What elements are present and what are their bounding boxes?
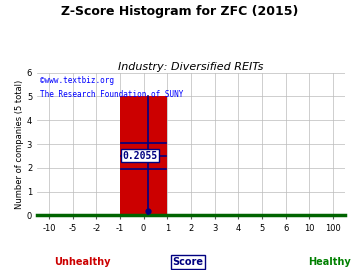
Text: The Research Foundation of SUNY: The Research Foundation of SUNY [40, 90, 184, 99]
Text: ©www.textbiz.org: ©www.textbiz.org [40, 76, 114, 85]
Text: Score: Score [172, 257, 203, 267]
Text: 0.2055: 0.2055 [122, 151, 158, 161]
Text: Healthy: Healthy [308, 257, 351, 267]
Title: Industry: Diversified REITs: Industry: Diversified REITs [118, 62, 264, 72]
Bar [120, 96, 167, 215]
Text: Unhealthy: Unhealthy [54, 257, 111, 267]
Text: Z-Score Histogram for ZFC (2015): Z-Score Histogram for ZFC (2015) [61, 5, 299, 18]
Y-axis label: Number of companies (5 total): Number of companies (5 total) [15, 79, 24, 209]
